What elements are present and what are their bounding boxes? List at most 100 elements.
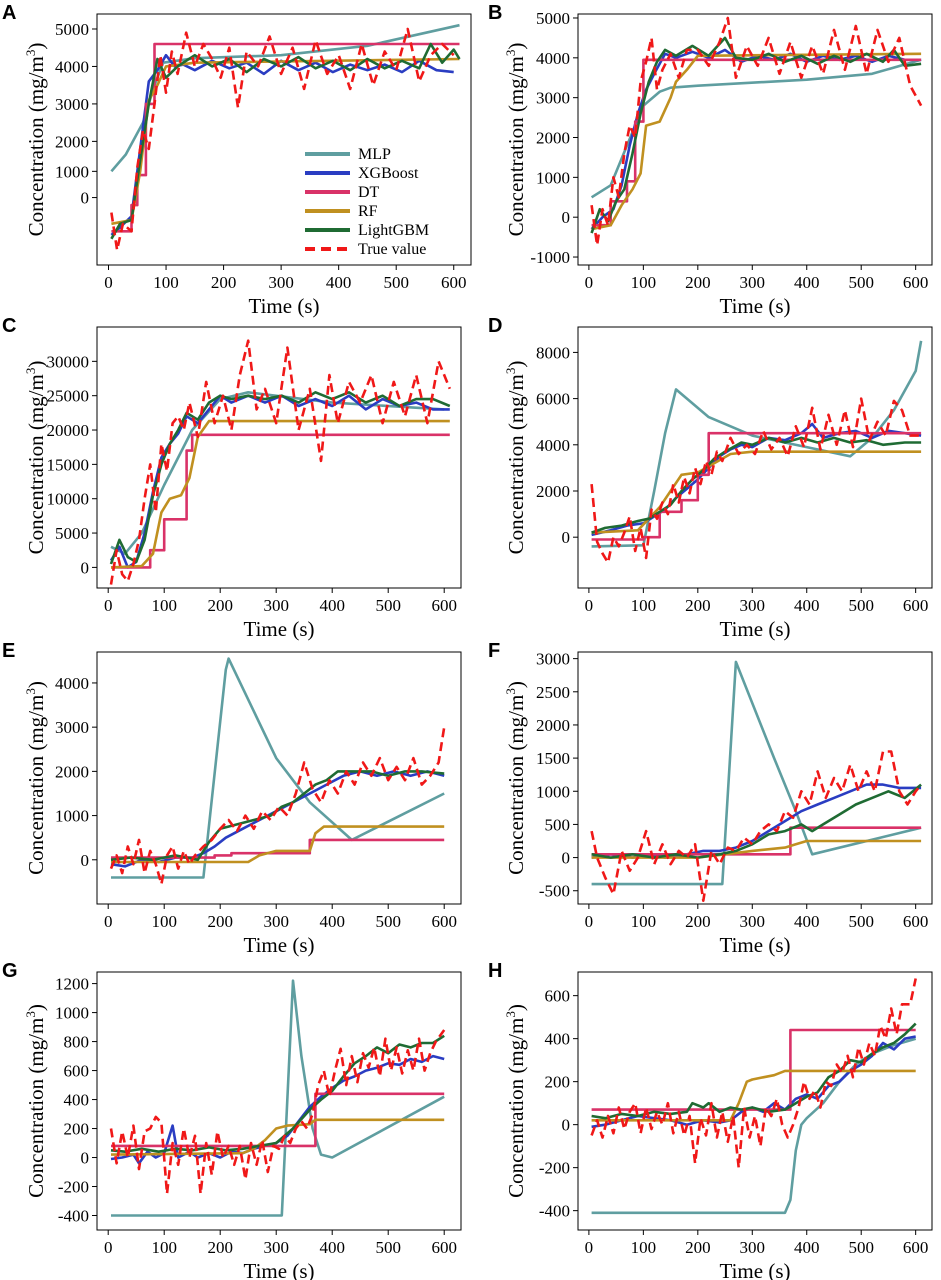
x-tick-label: 600 [431,596,457,615]
panel-letter: A [2,2,16,24]
x-tick-label: 0 [585,273,594,292]
series-lightgbm [109,391,451,565]
x-tick-label: 500 [848,1238,874,1257]
x-tick-label: 500 [848,912,874,931]
y-tick-label: 4000 [55,57,89,76]
y-axis-label-main: Concentration (mg/m [504,374,528,554]
y-axis-label-close: ) [24,1004,48,1011]
y-tick-label: 30000 [47,352,90,371]
y-axis-label-superscript: 3 [23,1011,38,1018]
x-tick-label: 400 [794,273,820,292]
x-tick-label: 0 [104,273,113,292]
x-tick-label: 200 [207,596,233,615]
y-tick-label: 1000 [55,807,89,826]
y-tick-label: -200 [58,1178,89,1197]
x-tick-label: 600 [903,1238,929,1257]
axes-frame [96,651,462,905]
y-tick-label: 5000 [55,20,89,39]
axes-frame [577,326,933,589]
x-tick-label: 200 [207,912,233,931]
axes-frame [577,971,933,1231]
series-mlp [111,979,445,1217]
series-mlp [590,58,922,199]
series-group [590,16,923,247]
panel-letter: F [488,640,500,662]
legend-item-lightgbm: LightGBM [305,222,429,239]
series-mlp [591,340,923,548]
series-true-value [109,339,452,585]
legend-item-dt: DT [305,184,380,201]
y-axis-label: Concentration (mg/m3) [503,361,528,555]
x-tick-label: 0 [104,912,113,931]
x-tick-label: 600 [903,912,929,931]
y-tick-label: 1000 [55,1004,89,1023]
x-tick-label: 300 [268,273,294,292]
y-tick-label: 200 [64,1120,90,1139]
y-tick-label: -200 [539,1159,570,1178]
y-axis-label-superscript: 3 [503,368,518,375]
series-group [109,979,446,1217]
x-tick-label: 100 [631,1238,657,1257]
panel-b: B 0 100 200 300 400 500 600 -1000 0 1000 2000 3000 40… [488,2,933,318]
y-tick-label: 3000 [55,95,89,114]
x-tick-label: 400 [794,1238,820,1257]
y-tick-label: 4000 [55,674,89,693]
panel-f: F 0 100 200 300 400 500 600 -500 0 500 1000 1500 2000… [488,640,933,957]
series-rf [110,1118,445,1156]
series-rf [110,419,450,569]
y-axis-label-superscript: 3 [23,50,38,57]
legend-label: MLP [358,146,391,163]
x-tick-label: 400 [319,596,345,615]
series-rf [591,52,922,231]
x-tick-label: 0 [104,596,113,615]
series-group [590,340,923,564]
panel-a: A 0 100 200 300 400 500 600 0 1000 2000 3000 4000 500… [2,2,472,318]
legend-item-xgboost: XGBoost [305,165,419,182]
y-tick-label: 2500 [536,683,570,702]
x-tick-label: 0 [585,596,594,615]
x-tick-label: 500 [375,1238,401,1257]
series-group [590,660,923,902]
x-tick-label: 500 [848,596,874,615]
y-axis-label: Concentration (mg/m3) [23,361,48,555]
x-tick-label: 500 [375,596,401,615]
x-tick-label: 400 [794,912,820,931]
y-tick-label: 1500 [536,749,570,768]
series-true-value [109,1029,446,1196]
x-tick-label: 100 [631,273,657,292]
panel-h: H 0 100 200 300 400 500 600 -400 -200 0 200 400 600 Ti… [488,960,933,1280]
panel-letter: C [2,315,16,337]
y-tick-label: 1000 [536,782,570,801]
y-tick-label: 6000 [536,390,570,409]
x-tick-label: 500 [383,273,409,292]
y-tick-label: 4000 [536,436,570,455]
x-tick-label: 600 [441,273,467,292]
y-tick-label: 1200 [55,975,89,994]
y-tick-label: 1000 [55,162,89,181]
y-axis-label: Concentration (mg/m3) [503,1004,528,1198]
y-tick-label: 8000 [536,343,570,362]
y-tick-label: 2000 [55,762,89,781]
y-axis-label: Concentration (mg/m3) [23,1004,48,1198]
y-axis-label: Concentration (mg/m3) [23,681,48,875]
x-tick-label: 500 [848,273,874,292]
x-axis-label: Time (s) [720,933,791,957]
x-tick-label: 200 [685,912,711,931]
legend-label: DT [358,184,380,201]
x-tick-label: 300 [263,912,289,931]
x-axis-label: Time (s) [249,294,320,318]
x-tick-label: 400 [319,912,345,931]
x-tick-label: 200 [685,596,711,615]
y-axis-label-superscript: 3 [503,1011,518,1018]
x-tick-label: 400 [319,1238,345,1257]
series-mlp [111,657,445,879]
y-axis-label-main: Concentration (mg/m [24,1018,48,1198]
legend-item-true-value: True value [305,241,426,258]
series-true-value [590,750,923,902]
y-tick-label: 200 [545,1073,571,1092]
y-axis-label-superscript: 3 [503,50,518,57]
x-tick-label: 300 [740,273,766,292]
y-tick-label: 400 [545,1030,571,1049]
x-tick-label: 300 [740,596,766,615]
x-tick-label: 400 [794,596,820,615]
